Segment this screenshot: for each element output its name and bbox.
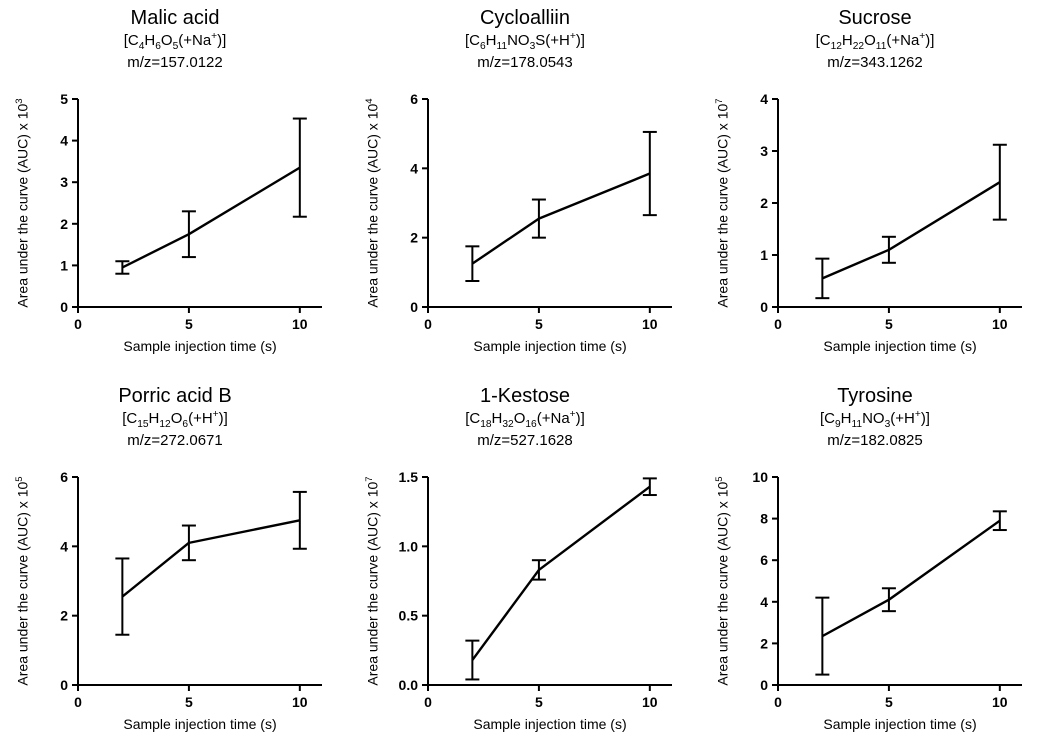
y-tick-label: 4 — [410, 161, 418, 177]
line-chart: 0 5 10 0.0 0.5 1.0 1.5 Sample injection time (s… — [360, 463, 690, 743]
x-tick-label: 5 — [885, 694, 893, 710]
y-tick-label: 3 — [760, 143, 768, 159]
y-tick-label: 4 — [760, 594, 768, 610]
line-chart: 0 5 10 0 1 2 3 4 Sample injection time (s) Area u… — [710, 85, 1040, 365]
y-tick-label: 0 — [60, 299, 68, 315]
y-tick-label: 2 — [60, 608, 68, 624]
y-tick-label: 0 — [60, 677, 68, 693]
x-tick-label: 10 — [292, 316, 308, 332]
y-tick-label: 1 — [60, 258, 68, 274]
x-tick-label: 0 — [424, 694, 432, 710]
y-tick-label: 0.0 — [399, 677, 419, 693]
x-tick-label: 10 — [292, 694, 308, 710]
y-tick-label: 4 — [760, 91, 768, 107]
formula: [C15H12O6(+H+)] — [118, 409, 231, 432]
y-tick-label: 1.5 — [399, 469, 419, 485]
y-tick-label: 3 — [60, 174, 68, 190]
compound-name: Tyrosine — [820, 384, 930, 409]
mz-value: m/z=343.1262 — [816, 54, 935, 73]
chart-panel-3: Porric acid B[C15H12O6(+H+)]m/z=272.0671… — [0, 378, 350, 756]
x-tick-label: 5 — [535, 316, 543, 332]
x-tick-label: 10 — [642, 316, 658, 332]
line-chart: 0 5 10 0 1 2 3 4 5 Sample injection time (s) Area … — [10, 85, 340, 365]
y-tick-label: 2 — [760, 195, 768, 211]
y-tick-label: 0 — [410, 299, 418, 315]
compound-name: Sucrose — [816, 6, 935, 31]
y-axis-label: Area under the curve (AUC) x 103 — [10, 93, 34, 313]
y-axis-label: Area under the curve (AUC) x 104 — [360, 93, 384, 313]
chart-grid: Malic acid[C4H6O5(+Na+)]m/z=157.01220510… — [0, 0, 1050, 756]
chart-panel-5: Tyrosine[C9H11NO3(+H+)]m/z=182.082505100… — [700, 378, 1050, 756]
formula: [C18H32O16(+Na+)] — [465, 409, 585, 432]
y-tick-label: 4 — [60, 133, 68, 149]
y-tick-label: 1.0 — [399, 539, 419, 555]
x-tick-label: 10 — [992, 694, 1008, 710]
y-tick-label: 8 — [760, 511, 768, 527]
y-tick-label: 6 — [410, 91, 418, 107]
x-tick-label: 0 — [74, 694, 82, 710]
data-line — [122, 521, 299, 597]
y-axis-label: Area under the curve (AUC) x 107 — [710, 93, 734, 313]
mz-value: m/z=157.0122 — [124, 54, 227, 73]
y-tick-label: 6 — [760, 552, 768, 568]
y-tick-label: 4 — [60, 539, 68, 555]
chart-panel-0: Malic acid[C4H6O5(+Na+)]m/z=157.01220510… — [0, 0, 350, 378]
y-tick-label: 6 — [60, 469, 68, 485]
data-line — [472, 174, 649, 264]
y-axis-label: Area under the curve (AUC) x 105 — [710, 471, 734, 691]
formula: [C6H11NO3S(+H+)] — [465, 31, 585, 54]
x-tick-label: 10 — [642, 694, 658, 710]
line-chart: 0 5 10 0 2 4 6 Sample injection time (s) Area un… — [360, 85, 690, 365]
compound-name: Porric acid B — [118, 384, 231, 409]
data-line — [472, 487, 649, 660]
y-axis-label: Area under the curve (AUC) x 105 — [10, 471, 34, 691]
x-axis-label: Sample injection time (s) — [123, 338, 276, 354]
y-tick-label: 0.5 — [399, 608, 419, 624]
mz-value: m/z=272.0671 — [118, 432, 231, 451]
mz-value: m/z=178.0543 — [465, 54, 585, 73]
data-line — [822, 182, 999, 278]
formula: [C9H11NO3(+H+)] — [820, 409, 930, 432]
x-axis-label: Sample injection time (s) — [823, 716, 976, 732]
compound-name: Malic acid — [124, 6, 227, 31]
line-chart: 0 5 10 0 2 4 6 Sample injection time (s) Area un… — [10, 463, 340, 743]
y-tick-label: 10 — [752, 469, 768, 485]
chart-panel-1: Cycloalliin[C6H11NO3S(+H+)]m/z=178.0543 0… — [350, 0, 700, 378]
x-axis-label: Sample injection time (s) — [473, 338, 626, 354]
y-tick-label: 1 — [760, 247, 768, 263]
x-tick-label: 5 — [185, 694, 193, 710]
y-tick-label: 5 — [60, 91, 68, 107]
x-tick-label: 5 — [185, 316, 193, 332]
y-axis-label: Area under the curve (AUC) x 107 — [360, 471, 384, 691]
mz-value: m/z=182.0825 — [820, 432, 930, 451]
x-tick-label: 0 — [774, 316, 782, 332]
formula: [C12H22O11(+Na+)] — [816, 31, 935, 54]
x-tick-label: 5 — [535, 694, 543, 710]
line-chart: 0 5 10 0 2 4 6 8 10 Sample injection time (s) Area… — [710, 463, 1040, 743]
x-tick-label: 0 — [774, 694, 782, 710]
chart-panel-2: Sucrose[C12H22O11(+Na+)]m/z=343.12620510… — [700, 0, 1050, 378]
y-tick-label: 0 — [760, 677, 768, 693]
x-tick-label: 0 — [74, 316, 82, 332]
y-tick-label: 2 — [410, 230, 418, 246]
y-tick-label: 2 — [760, 636, 768, 652]
chart-panel-4: 1-Kestose[C18H32O16(+Na+)]m/z=527.1628 0 5… — [350, 378, 700, 756]
x-axis-label: Sample injection time (s) — [123, 716, 276, 732]
data-line — [122, 168, 299, 268]
x-tick-label: 5 — [885, 316, 893, 332]
data-line — [822, 521, 999, 636]
y-tick-label: 2 — [60, 216, 68, 232]
compound-name: Cycloalliin — [465, 6, 585, 31]
formula: [C4H6O5(+Na+)] — [124, 31, 227, 54]
x-tick-label: 10 — [992, 316, 1008, 332]
mz-value: m/z=527.1628 — [465, 432, 585, 451]
x-tick-label: 0 — [424, 316, 432, 332]
x-axis-label: Sample injection time (s) — [473, 716, 626, 732]
compound-name: 1-Kestose — [465, 384, 585, 409]
y-tick-label: 0 — [760, 299, 768, 315]
x-axis-label: Sample injection time (s) — [823, 338, 976, 354]
